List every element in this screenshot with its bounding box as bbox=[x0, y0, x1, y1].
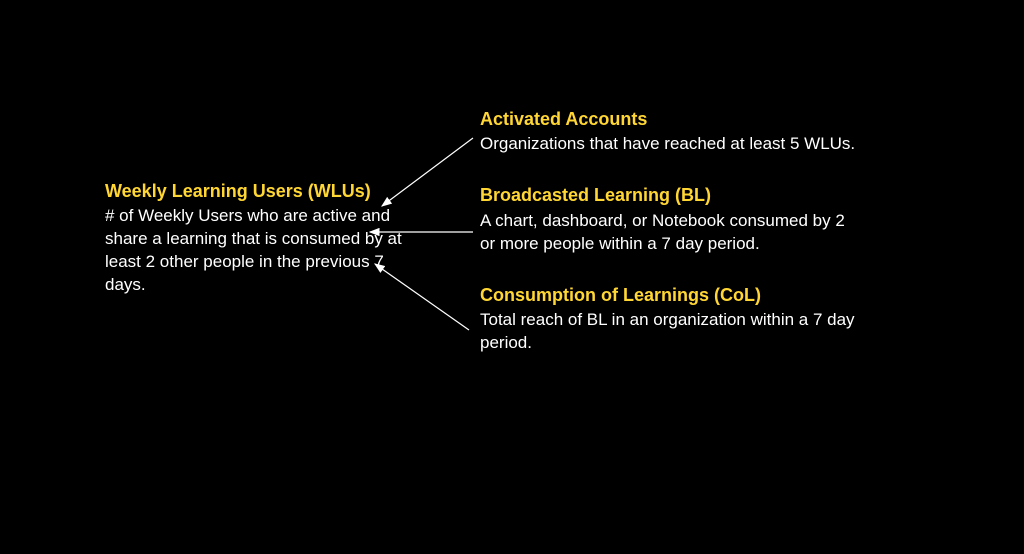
right-definition-block: Activated Accounts Organizations that ha… bbox=[480, 108, 860, 383]
term-activated-accounts: Activated Accounts Organizations that ha… bbox=[480, 108, 860, 156]
term-body: # of Weekly Users who are active and sha… bbox=[105, 205, 405, 297]
term-title: Broadcasted Learning (BL) bbox=[480, 184, 860, 207]
term-body: Total reach of BL in an organization wit… bbox=[480, 309, 860, 355]
left-definition-block: Weekly Learning Users (WLUs) # of Weekly… bbox=[105, 180, 405, 325]
term-title: Consumption of Learnings (CoL) bbox=[480, 284, 860, 307]
term-body: A chart, dashboard, or Notebook consumed… bbox=[480, 210, 860, 256]
term-consumption-of-learnings: Consumption of Learnings (CoL) Total rea… bbox=[480, 284, 860, 355]
term-title: Weekly Learning Users (WLUs) bbox=[105, 180, 405, 203]
term-title: Activated Accounts bbox=[480, 108, 860, 131]
term-wlu: Weekly Learning Users (WLUs) # of Weekly… bbox=[105, 180, 405, 297]
term-body: Organizations that have reached at least… bbox=[480, 133, 860, 156]
term-broadcasted-learning: Broadcasted Learning (BL) A chart, dashb… bbox=[480, 184, 860, 255]
